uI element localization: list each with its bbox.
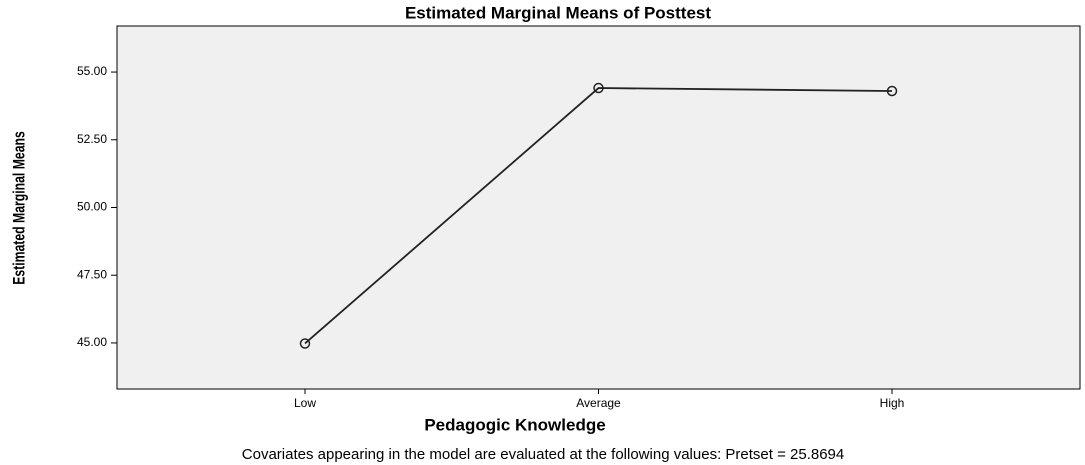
- x-tick-label: Low: [294, 396, 316, 410]
- x-tick-label: Average: [576, 396, 621, 410]
- plot-area: [116, 25, 1081, 390]
- y-tick-label: 55.00: [77, 64, 107, 78]
- x-tick-label: High: [880, 396, 905, 410]
- note: Covariates appearing in the model are ev…: [242, 446, 844, 463]
- y-tick-label: 45.00: [77, 335, 107, 349]
- line: [304, 87, 893, 345]
- y-tick-label: 50.00: [77, 200, 107, 214]
- marker: [593, 82, 604, 94]
- marker: [886, 85, 898, 97]
- y-tick-label: 47.50: [77, 267, 107, 281]
- marker: [299, 338, 311, 349]
- y-axis-label: Estimated Marginal Means: [11, 131, 29, 285]
- x-axis-label: Pedagogic Knowledge: [424, 415, 605, 434]
- y-tick-label: 52.50: [77, 132, 107, 146]
- chart-title: Estimated Marginal Means of Posttest: [405, 3, 711, 22]
